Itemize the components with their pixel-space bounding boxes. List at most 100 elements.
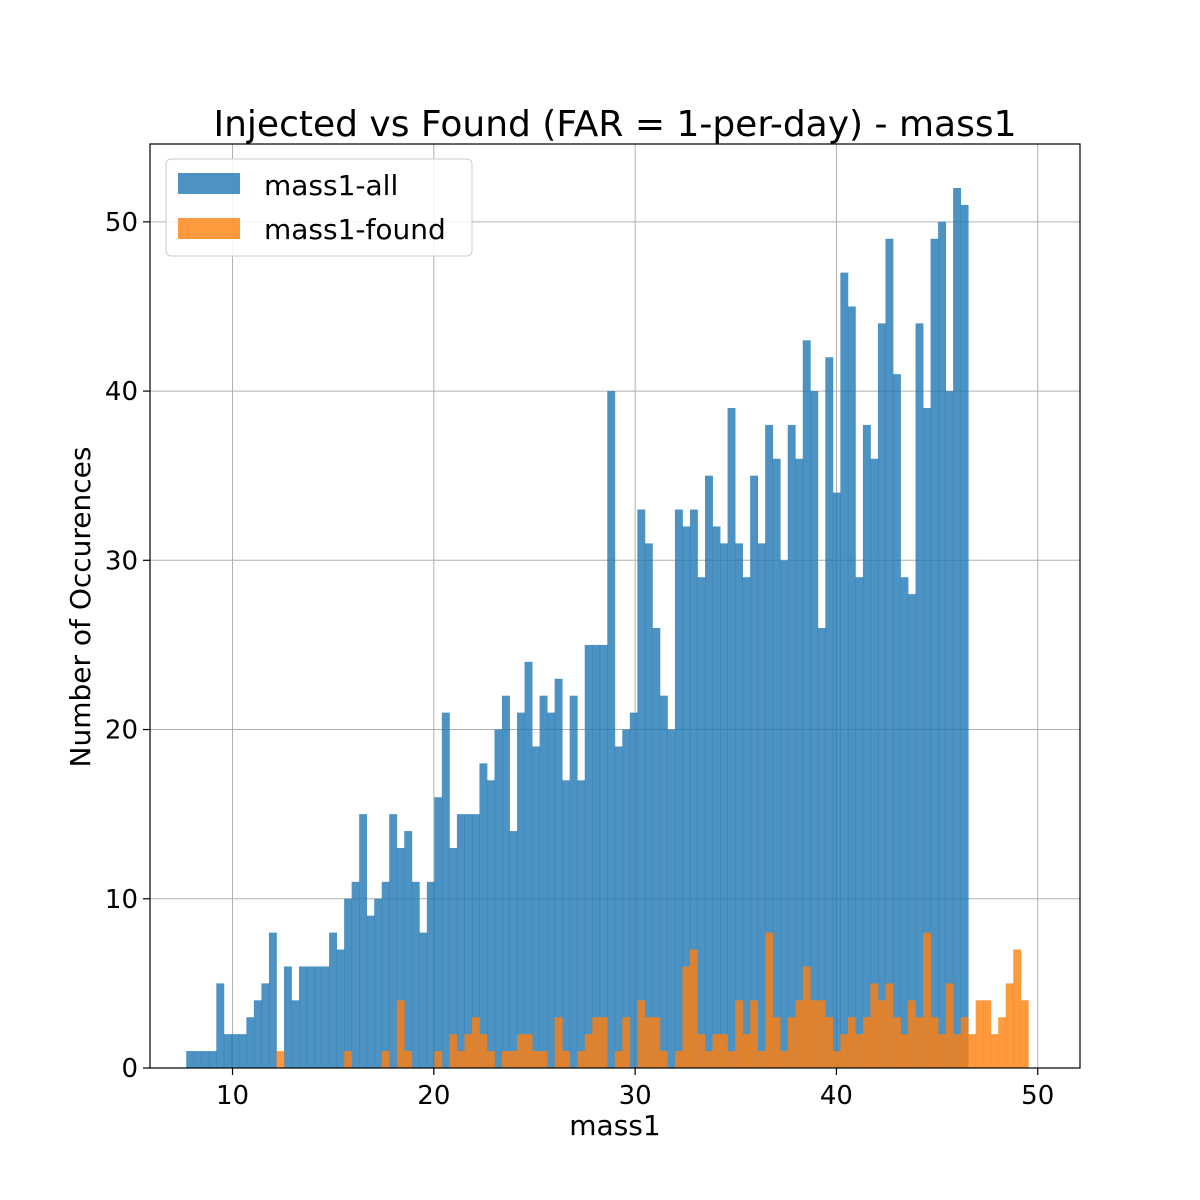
bar-mass1-all — [659, 695, 668, 1068]
y-tick-label: 30 — [105, 546, 138, 576]
bar-mass1-all — [524, 661, 533, 1068]
bar-mass1-all — [757, 543, 766, 1068]
bar-mass1-found — [840, 1034, 849, 1068]
x-tick-label: 20 — [417, 1081, 450, 1111]
bar-mass1-found — [953, 1034, 962, 1068]
bar-mass1-found — [682, 966, 691, 1068]
bar-mass1-all — [223, 1034, 232, 1068]
bar-mass1-found — [877, 1000, 886, 1068]
bar-mass1-all — [599, 644, 608, 1068]
bar-mass1-all — [517, 712, 525, 1068]
bar-mass1-found — [276, 1051, 285, 1068]
x-axis-label: mass1 — [569, 1109, 660, 1142]
bar-mass1-found — [847, 1017, 856, 1068]
bar-mass1-all — [314, 966, 322, 1068]
x-tick-label: 40 — [820, 1081, 853, 1111]
bar-mass1-all — [892, 374, 901, 1069]
bar-mass1-all — [404, 831, 413, 1068]
bar-mass1-all — [456, 814, 465, 1068]
bar-mass1-all — [261, 983, 270, 1068]
bar-mass1-all — [674, 509, 683, 1068]
bar-mass1-all — [389, 814, 398, 1068]
bar-mass1-all — [712, 526, 721, 1068]
legend-label-mass1-all: mass1-all — [264, 169, 398, 202]
bar-mass1-all — [727, 408, 736, 1068]
bar-mass1-found — [742, 1034, 751, 1068]
bar-mass1-found — [960, 1017, 969, 1068]
bar-mass1-all — [306, 966, 315, 1068]
bar-mass1-found — [983, 1000, 992, 1068]
bar-mass1-all — [930, 238, 939, 1068]
bar-mass1-found — [885, 983, 894, 1068]
bar-mass1-all — [592, 644, 601, 1068]
bar-mass1-all — [238, 1034, 247, 1068]
bar-mass1-all — [682, 526, 691, 1068]
bar-mass1-found — [486, 1051, 495, 1068]
bar-mass1-all — [201, 1051, 210, 1068]
y-tick-label: 40 — [105, 377, 138, 407]
bar-mass1-found — [998, 1017, 1007, 1068]
bar-mass1-found — [584, 1034, 593, 1068]
bar-mass1-found — [757, 1051, 766, 1068]
bar-mass1-all — [945, 391, 954, 1069]
bar-mass1-all — [186, 1051, 195, 1068]
bar-mass1-found — [787, 1017, 796, 1068]
bar-mass1-found — [456, 1051, 465, 1068]
bar-mass1-found — [471, 1017, 480, 1068]
bar-mass1-all — [336, 949, 345, 1068]
bar-mass1-all — [765, 424, 774, 1068]
bar-mass1-all — [329, 932, 338, 1068]
bar-mass1-all — [366, 915, 375, 1068]
bar-mass1-all — [426, 881, 435, 1068]
bar-mass1-all — [637, 509, 646, 1068]
bar-mass1-all — [539, 695, 548, 1068]
bar-mass1-all — [953, 188, 962, 1068]
bar-mass1-all — [607, 391, 616, 1069]
bar-mass1-found — [637, 1000, 646, 1068]
bar-mass1-found — [712, 1034, 721, 1068]
bar-mass1-all — [344, 898, 353, 1068]
bar-mass1-all — [577, 780, 586, 1068]
bar-mass1-all — [885, 238, 894, 1068]
bar-mass1-found — [765, 932, 774, 1068]
bar-mass1-all — [817, 628, 826, 1068]
bar-mass1-found — [697, 1034, 706, 1068]
legend-label-mass1-found: mass1-found — [264, 213, 446, 246]
bar-mass1-found — [517, 1034, 525, 1068]
bar-mass1-all — [832, 492, 841, 1069]
bar-mass1-all — [787, 424, 796, 1068]
bar-mass1-all — [742, 577, 751, 1068]
bar-mass1-found — [652, 1017, 661, 1068]
bar-mass1-all — [938, 221, 947, 1068]
bar-mass1-all — [780, 560, 789, 1068]
bar-mass1-all — [291, 1000, 300, 1068]
bar-mass1-all — [720, 543, 728, 1068]
bar-mass1-all — [359, 814, 368, 1068]
bar-mass1-all — [772, 458, 781, 1068]
bar-mass1-found — [870, 983, 879, 1068]
bar-mass1-all — [231, 1034, 240, 1068]
y-tick-label: 20 — [105, 716, 138, 746]
x-tick-label: 50 — [1021, 1081, 1054, 1111]
bar-mass1-all — [614, 746, 623, 1068]
bar-mass1-all — [562, 780, 571, 1068]
bar-mass1-all — [299, 966, 307, 1068]
bar-mass1-all — [283, 966, 292, 1068]
bar-mass1-found — [1020, 1000, 1029, 1068]
bar-mass1-all — [479, 763, 488, 1068]
bar-mass1-all — [449, 848, 458, 1068]
bar-mass1-found — [1005, 983, 1014, 1068]
bar-mass1-found — [449, 1034, 458, 1068]
bar-mass1-found — [404, 1051, 413, 1068]
y-axis-label: Number of Occurences — [64, 447, 97, 768]
bar-mass1-all — [908, 594, 916, 1068]
bar-mass1-all — [877, 323, 886, 1068]
bar-mass1-all — [697, 577, 706, 1068]
bar-mass1-found — [434, 1051, 443, 1068]
bar-mass1-all — [840, 272, 849, 1069]
bar-mass1-all — [268, 932, 277, 1068]
bar-mass1-found — [502, 1051, 510, 1068]
bar-mass1-found — [772, 1017, 781, 1068]
bar-mass1-all — [381, 881, 390, 1068]
